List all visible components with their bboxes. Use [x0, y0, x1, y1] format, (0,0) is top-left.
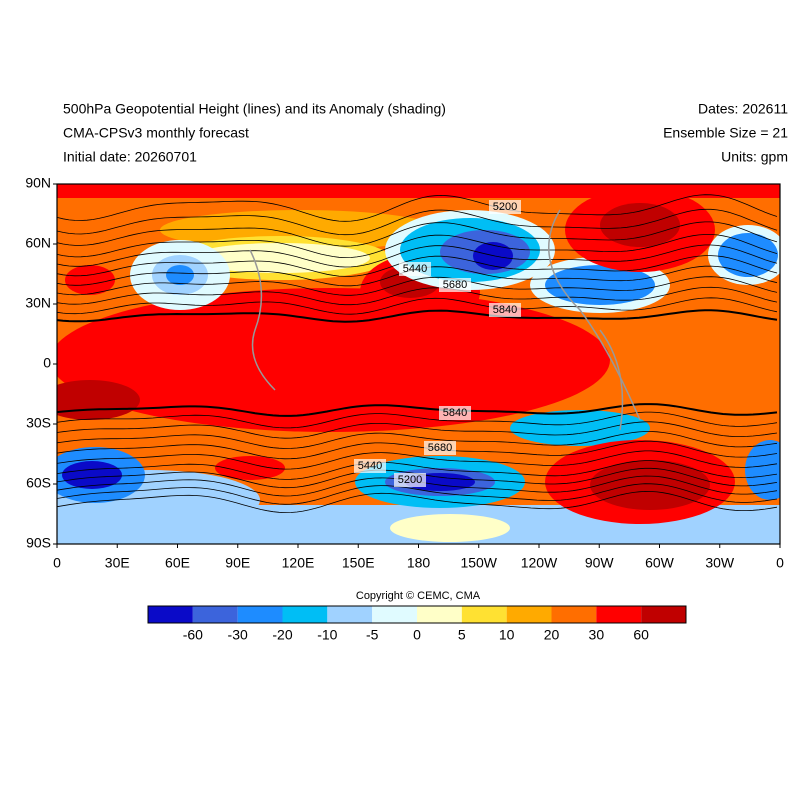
contour-line — [57, 309, 778, 323]
colorbar-box — [148, 606, 193, 623]
coastline — [249, 249, 276, 391]
colorbar-box — [641, 606, 686, 623]
contour-line — [57, 194, 778, 222]
colorbar-label: 10 — [499, 627, 515, 643]
colorbar-label: 60 — [633, 627, 649, 643]
contour-label-bg — [489, 200, 521, 214]
lon-label: 150E — [342, 555, 375, 571]
contour-label: 5200 — [493, 201, 517, 213]
contour-label-bg — [394, 473, 426, 487]
contour-line — [57, 208, 778, 236]
colorbar-label: -30 — [228, 627, 248, 643]
lat-label: 60N — [25, 235, 51, 251]
contour-label-bg — [424, 441, 456, 455]
colorbar-label: 5 — [458, 627, 466, 643]
contour-line — [57, 460, 778, 480]
contour-line — [57, 431, 778, 449]
subtitle: CMA-CPSv3 monthly forecast — [63, 125, 249, 141]
colorbar-label: -10 — [317, 627, 337, 643]
lon-label: 150W — [460, 555, 497, 571]
contour-label: 5840 — [493, 304, 517, 316]
colorbar-label: 0 — [413, 627, 421, 643]
colorbar: -60 -30 -20 -10 -5 0 5 10 20 30 60 — [147, 605, 687, 643]
lon-label: 30E — [105, 555, 130, 571]
contour-line — [57, 244, 778, 268]
contour-line — [57, 221, 778, 247]
contour-label: 5680 — [428, 442, 452, 454]
colorbar-box — [417, 606, 462, 623]
lon-label: 60W — [645, 555, 675, 571]
contour-line — [57, 276, 778, 296]
contour-line — [57, 411, 778, 429]
contour-line — [57, 255, 778, 277]
contour-line — [57, 450, 778, 470]
lon-label: 60E — [165, 555, 190, 571]
colorbar-label: 20 — [544, 627, 560, 643]
contour-label-bg — [439, 406, 471, 420]
contour-line — [57, 403, 778, 417]
contour-label: 5440 — [358, 460, 382, 472]
initial-date: Initial date: 20260701 — [63, 149, 197, 165]
lon-label: 120W — [521, 555, 558, 571]
contour-label-bg — [399, 262, 431, 276]
lon-label: 90E — [225, 555, 250, 571]
colorbar-box — [506, 606, 552, 623]
contour-label: 5200 — [398, 474, 422, 486]
ensemble: Ensemble Size = 21 — [663, 125, 788, 141]
colorbar-box — [192, 606, 238, 623]
lat-label: 90S — [26, 535, 51, 551]
colorbar-box — [551, 606, 597, 623]
colorbar-box — [461, 606, 507, 623]
lon-label: 90W — [585, 555, 615, 571]
colorbar-label: -20 — [272, 627, 292, 643]
colorbar-box — [237, 606, 283, 623]
coastline — [548, 209, 641, 421]
contour-line — [57, 297, 778, 315]
colorbar-box — [327, 606, 373, 623]
contour-line — [57, 234, 778, 259]
lat-label: 90N — [25, 175, 51, 191]
contour-label: 5680 — [443, 279, 467, 291]
colorbar-box — [282, 606, 328, 623]
lon-label: 0 — [53, 555, 61, 571]
lon-label: 30W — [705, 555, 735, 571]
lat-label: 60S — [26, 475, 51, 491]
lat-label: 30S — [26, 415, 51, 431]
colorbar-label: -5 — [366, 627, 379, 643]
contour-label-bg — [439, 278, 471, 292]
contour-label: 5440 — [403, 263, 427, 275]
contour-line — [57, 440, 778, 460]
contour-label-bg — [489, 303, 521, 317]
coastline — [599, 329, 624, 431]
contour-line — [57, 490, 778, 514]
contour-line — [57, 286, 778, 306]
map — [57, 184, 780, 544]
colorbar-box — [372, 606, 417, 623]
copyright: Copyright © CEMC, CMA — [356, 590, 481, 602]
contour-label: 5840 — [443, 407, 467, 419]
colorbar-label: -60 — [183, 627, 203, 643]
lon-label: 0 — [776, 555, 784, 571]
lon-label: 120E — [282, 555, 315, 571]
title: 500hPa Geopotential Height (lines) and i… — [63, 101, 446, 117]
contour-line — [57, 421, 778, 439]
colorbar-box — [596, 606, 642, 623]
dates: Dates: 202611 — [698, 101, 788, 117]
contour-line — [57, 483, 778, 505]
colorbar-frame — [147, 605, 687, 624]
contour-label-bg — [354, 459, 386, 473]
lon-label: 180 — [407, 555, 431, 571]
units: Units: gpm — [721, 149, 788, 165]
lat-label: 30N — [25, 295, 51, 311]
lat-label: 0 — [43, 355, 51, 371]
colorbar-label: 30 — [589, 627, 605, 643]
